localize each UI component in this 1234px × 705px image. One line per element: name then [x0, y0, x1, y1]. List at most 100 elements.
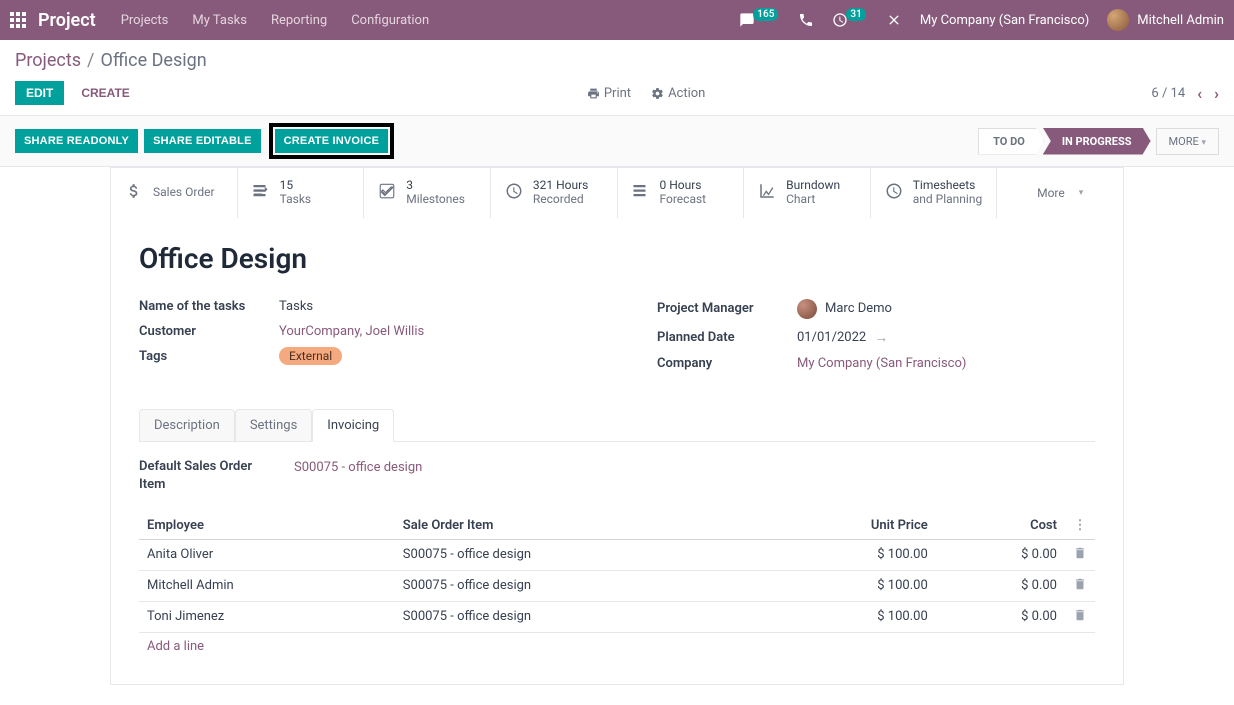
- forecast-icon: [632, 182, 650, 204]
- tab-description[interactable]: Description: [139, 409, 235, 441]
- table-row[interactable]: Anita OliverS00075 - office design$ 100.…: [139, 539, 1095, 570]
- stat-recorded[interactable]: 321 HoursRecorded: [491, 168, 618, 218]
- table-row[interactable]: Mitchell AdminS00075 - office design$ 10…: [139, 570, 1095, 601]
- status-steps: TO DO IN PROGRESS MORE ▾: [978, 128, 1219, 155]
- label-customer: Customer: [139, 324, 279, 339]
- label-planned: Planned Date: [657, 330, 797, 345]
- pager: 6 / 14 ‹ ›: [1151, 84, 1219, 103]
- messaging-badge: 165: [753, 8, 778, 21]
- value-pm[interactable]: Marc Demo: [825, 301, 892, 316]
- stat-more[interactable]: More ▾: [997, 168, 1123, 218]
- th-item: Sale Order Item: [395, 512, 754, 540]
- arrow-right-icon: →: [874, 329, 888, 346]
- action-bar: Edit Create Print Action 6 / 14 ‹ ›: [0, 73, 1234, 116]
- table-row[interactable]: Toni JimenezS00075 - office design$ 100.…: [139, 601, 1095, 632]
- status-in-progress[interactable]: IN PROGRESS: [1043, 128, 1151, 155]
- user-name: Mitchell Admin: [1137, 13, 1224, 28]
- delete-row-icon[interactable]: [1065, 601, 1095, 632]
- cell-item: S00075 - office design: [395, 539, 754, 570]
- apps-icon[interactable]: [10, 12, 26, 28]
- stat-forecast[interactable]: 0 HoursForecast: [618, 168, 745, 218]
- create-button[interactable]: Create: [70, 81, 140, 105]
- fields-row: Name of the tasks Tasks Customer YourCom…: [139, 299, 1095, 381]
- stat-milestones[interactable]: 3Milestones: [364, 168, 491, 218]
- breadcrumb: Projects / Office Design: [0, 40, 1234, 73]
- invoicing-table: Employee Sale Order Item Unit Price Cost…: [139, 512, 1095, 633]
- pager-count: 6 / 14: [1151, 86, 1185, 101]
- phone-icon[interactable]: [798, 12, 814, 28]
- nav-projects[interactable]: Projects: [121, 13, 169, 28]
- stat-tasks[interactable]: 15Tasks: [238, 168, 365, 218]
- brand: Project: [38, 10, 96, 31]
- cell-employee: Mitchell Admin: [139, 570, 395, 601]
- th-kebab[interactable]: ⋮: [1065, 512, 1095, 540]
- cell-item: S00075 - office design: [395, 601, 754, 632]
- main-panel: Office Design Name of the tasks Tasks Cu…: [110, 218, 1124, 685]
- th-cost: Cost: [936, 512, 1065, 540]
- value-customer[interactable]: YourCompany, Joel Willis: [279, 324, 424, 339]
- project-title: Office Design: [139, 242, 1095, 275]
- tag-external: External: [279, 347, 342, 365]
- cell-price: $ 100.00: [754, 539, 936, 570]
- action-dropdown[interactable]: Action: [651, 86, 705, 101]
- breadcrumb-current: Office Design: [100, 50, 206, 71]
- pager-prev[interactable]: ‹: [1197, 84, 1202, 103]
- label-pm: Project Manager: [657, 301, 797, 316]
- clock-icon: [885, 182, 903, 204]
- create-invoice-button[interactable]: CREATE INVOICE: [275, 129, 389, 153]
- tabs: Description Settings Invoicing: [139, 409, 1095, 442]
- breadcrumb-parent[interactable]: Projects: [15, 50, 81, 71]
- nav-reporting[interactable]: Reporting: [271, 13, 327, 28]
- cell-employee: Toni Jimenez: [139, 601, 395, 632]
- value-task-name: Tasks: [279, 299, 313, 314]
- label-company: Company: [657, 356, 797, 371]
- activities-icon[interactable]: 31: [832, 12, 867, 28]
- status-more[interactable]: MORE ▾: [1156, 128, 1219, 155]
- stat-timesheets[interactable]: Timesheetsand Planning: [871, 168, 998, 218]
- cell-price: $ 100.00: [754, 601, 936, 632]
- pm-avatar: [797, 299, 817, 319]
- nav-my-tasks[interactable]: My Tasks: [192, 13, 247, 28]
- nav-configuration[interactable]: Configuration: [351, 13, 429, 28]
- create-invoice-highlight: CREATE INVOICE: [269, 123, 395, 159]
- content: Sales Order 15Tasks 3Milestones 321 Hour…: [0, 167, 1234, 705]
- tab-settings[interactable]: Settings: [235, 409, 312, 441]
- user-avatar: [1107, 9, 1129, 31]
- add-line[interactable]: Add a line: [139, 633, 1095, 660]
- pager-next[interactable]: ›: [1214, 84, 1219, 103]
- company-switcher[interactable]: My Company (San Francisco): [920, 13, 1089, 28]
- th-price: Unit Price: [754, 512, 936, 540]
- fields-right: Project Manager Marc Demo Planned Date 0…: [657, 299, 1095, 381]
- user-menu[interactable]: Mitchell Admin: [1107, 9, 1224, 31]
- tab-invoicing[interactable]: Invoicing: [312, 409, 394, 442]
- share-editable-button[interactable]: SHARE EDITABLE: [144, 129, 261, 153]
- th-employee: Employee: [139, 512, 395, 540]
- fields-left: Name of the tasks Tasks Customer YourCom…: [139, 299, 577, 381]
- cell-cost: $ 0.00: [936, 570, 1065, 601]
- activities-badge: 31: [846, 8, 865, 21]
- label-task-name: Name of the tasks: [139, 299, 279, 314]
- messaging-icon[interactable]: 165: [739, 12, 780, 28]
- status-todo[interactable]: TO DO: [978, 128, 1044, 155]
- value-company[interactable]: My Company (San Francisco): [797, 356, 966, 371]
- default-item-value[interactable]: S00075 - office design: [294, 458, 422, 475]
- stat-burndown[interactable]: BurndownChart: [744, 168, 871, 218]
- edit-button[interactable]: Edit: [15, 81, 64, 105]
- stat-sales-order[interactable]: Sales Order: [111, 168, 238, 218]
- print-button[interactable]: Print: [587, 86, 631, 101]
- cell-employee: Anita Oliver: [139, 539, 395, 570]
- delete-row-icon[interactable]: [1065, 570, 1095, 601]
- value-planned: 01/01/2022: [797, 330, 866, 345]
- delete-row-icon[interactable]: [1065, 539, 1095, 570]
- cell-cost: $ 0.00: [936, 601, 1065, 632]
- nav-right: 165 31 My Company (San Francisco) Mitche…: [739, 9, 1224, 31]
- cell-cost: $ 0.00: [936, 539, 1065, 570]
- dollar-icon: [125, 182, 143, 204]
- cell-item: S00075 - office design: [395, 570, 754, 601]
- nav-menu: Projects My Tasks Reporting Configuratio…: [121, 13, 740, 28]
- center-actions: Print Action: [141, 86, 1152, 101]
- share-readonly-button[interactable]: SHARE READONLY: [15, 129, 138, 153]
- clock-icon: [505, 182, 523, 204]
- close-icon[interactable]: [886, 12, 902, 28]
- checkmark-icon: [378, 182, 396, 204]
